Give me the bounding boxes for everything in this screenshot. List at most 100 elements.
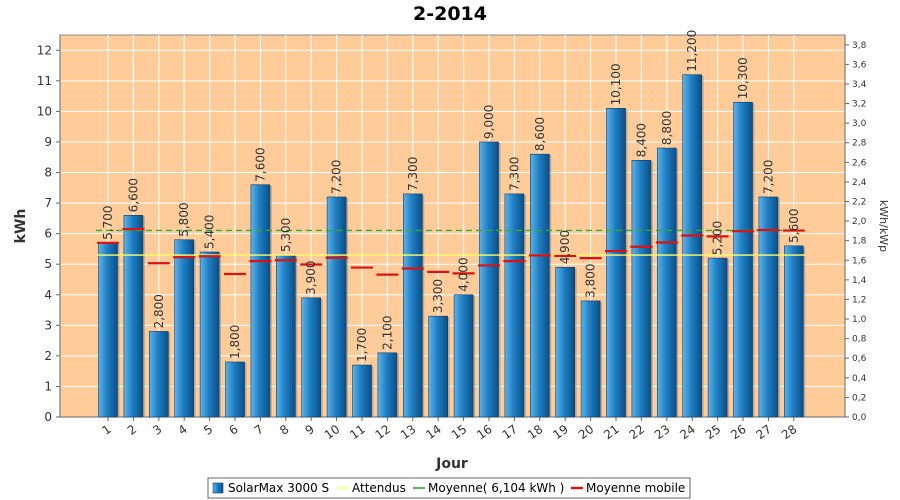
data-label: 7,300 [406, 157, 420, 191]
data-label: 4,000 [457, 257, 471, 291]
data-label: 5,700 [101, 205, 115, 239]
bar [250, 184, 271, 418]
y-axis-title: kWh [13, 209, 29, 244]
x-tick-label: 21 [601, 422, 622, 442]
y-tick-label: 9 [44, 135, 52, 149]
bar [174, 239, 194, 418]
y-tick-label: 3 [44, 318, 52, 332]
bar [275, 254, 296, 418]
bar [98, 242, 118, 418]
y-tick-label: 11 [37, 74, 52, 88]
y-right-tick-label: 3,2 [852, 100, 866, 110]
y-right-tick-label: 3,6 [852, 60, 867, 70]
y-right-tick-label: 2,8 [852, 139, 867, 149]
y-tick-label: 2 [44, 349, 52, 363]
bar [631, 159, 652, 418]
data-label: 10,100 [609, 63, 623, 105]
x-tick-label: 22 [627, 422, 648, 442]
data-label: 7,200 [761, 160, 775, 194]
data-label: 5,600 [787, 209, 801, 243]
x-tick-label: 20 [576, 422, 597, 442]
x-tick-label: 3 [150, 422, 164, 438]
bar [352, 364, 372, 418]
x-tick-label: 1 [99, 422, 113, 438]
bar [758, 196, 779, 418]
x-tick-label: 13 [398, 422, 419, 442]
y-right-tick-label: 2,4 [852, 178, 867, 188]
y-tick-label: 0 [44, 410, 52, 424]
x-tick-label: 28 [779, 422, 800, 442]
x-tick-label: 15 [449, 422, 470, 442]
bar [733, 101, 753, 418]
y-right-tick-label: 0,8 [852, 335, 867, 345]
data-labels: 5,700 6,600 2,800 5,800 5,400 1,800 7,600 5,300… [101, 30, 801, 362]
bar [783, 245, 804, 418]
lines [96, 227, 806, 276]
y-tick-label: 12 [37, 43, 52, 57]
y-tick-label: 7 [44, 196, 52, 210]
bar [580, 300, 601, 418]
legend-label: Moyenne mobile [586, 481, 685, 495]
y-tick-label: 4 [44, 288, 52, 302]
x-tick-label: 10 [322, 422, 343, 442]
data-label: 8,800 [660, 111, 674, 145]
y-right-tick-label: 0,6 [852, 354, 867, 364]
data-label: 7,200 [330, 160, 344, 194]
x-axis: 1 2 3 4 5 6 7 8 9 10 11 12 13 14 15 16 17 18 19 20 21 22 23 24 2… [60, 416, 845, 442]
y-right-tick-label: 2,2 [852, 198, 866, 208]
data-label: 4,900 [558, 230, 572, 264]
legend-swatch-bar [212, 482, 224, 494]
y-tick-label: 8 [44, 166, 52, 180]
bar [149, 331, 169, 418]
x-tick-label: 16 [474, 422, 495, 442]
legend-label: SolarMax 3000 S [228, 481, 329, 495]
data-label: 5,400 [203, 215, 217, 249]
data-label: 11,200 [685, 30, 699, 72]
data-label: 6,600 [126, 178, 140, 212]
legend: SolarMax 3000 S Attendus Moyenne( 6,104 kW… [207, 477, 691, 499]
legend-box [207, 477, 691, 499]
bar [301, 297, 322, 418]
x-tick-label: 14 [423, 422, 444, 442]
x-tick-label: 26 [728, 422, 749, 442]
x-tick-label: 11 [347, 422, 368, 442]
bar [555, 266, 576, 418]
data-label: 7,600 [253, 147, 267, 181]
data-label: 5,200 [711, 221, 725, 255]
bar [479, 141, 499, 418]
bar [656, 147, 677, 418]
x-tick-label: 12 [373, 422, 394, 442]
data-label: 7,300 [507, 157, 521, 191]
bar [529, 153, 550, 418]
x-tick-label: 7 [252, 422, 266, 438]
bar [428, 315, 449, 418]
bar [504, 193, 525, 418]
bar [606, 108, 626, 418]
data-label: 2,800 [152, 294, 166, 328]
y-right-tick-label: 0,4 [852, 374, 867, 384]
bar [453, 294, 474, 418]
x-tick-label: 9 [303, 422, 317, 438]
y-tick-label: 1 [44, 379, 52, 393]
y-right-tick-label: 1,2 [852, 295, 866, 305]
y-tick-label: 6 [44, 227, 52, 241]
data-label: 1,800 [228, 325, 242, 359]
legend-label: Moyenne( 6,104 kWh ) [428, 481, 564, 495]
y-right-tick-label: 0,0 [852, 413, 867, 423]
data-label: 5,800 [177, 202, 191, 236]
bar [326, 196, 347, 418]
x-tick-label: 5 [201, 422, 215, 438]
data-label: 8,600 [533, 117, 547, 151]
x-tick-label: 8 [277, 422, 291, 438]
x-tick-label: 17 [500, 422, 521, 442]
x-axis-title: Jour [435, 456, 468, 472]
bars [98, 74, 806, 418]
x-tick-label: 23 [652, 422, 673, 442]
bar [225, 361, 245, 418]
y-right-tick-label: 3,0 [852, 119, 867, 129]
x-tick-label: 6 [226, 422, 240, 438]
x-tick-label: 19 [550, 422, 571, 442]
data-label: 3,800 [584, 264, 598, 298]
y-right-tick-label: 1,8 [852, 237, 867, 247]
